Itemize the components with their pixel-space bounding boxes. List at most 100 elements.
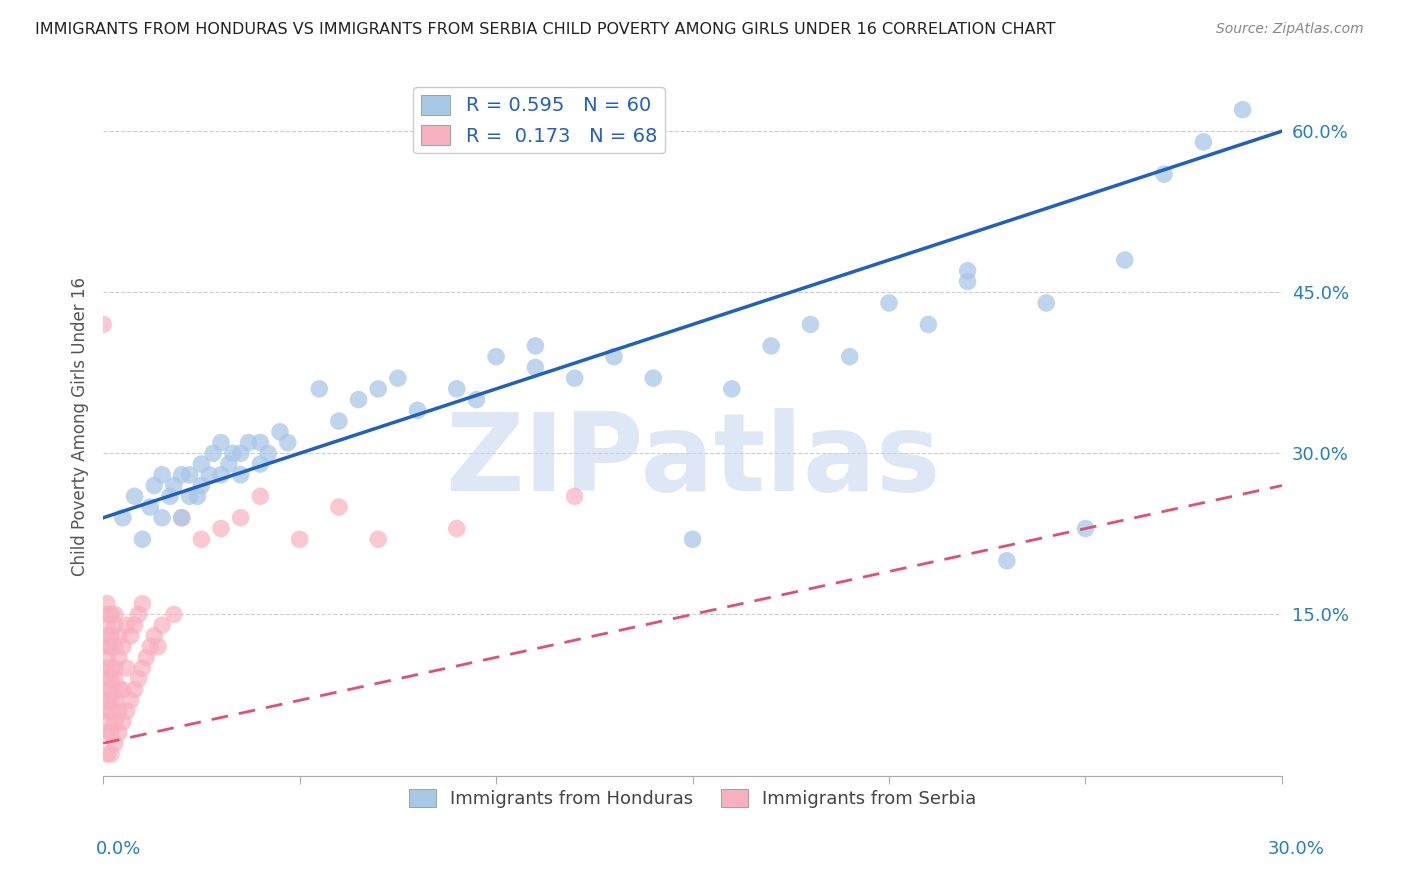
Point <box>104 736 127 750</box>
Point <box>170 467 193 482</box>
Point <box>799 318 821 332</box>
Point <box>100 672 122 686</box>
Point <box>446 382 468 396</box>
Point <box>202 446 225 460</box>
Point <box>229 467 252 482</box>
Point <box>124 682 146 697</box>
Point <box>96 640 118 654</box>
Point <box>367 533 389 547</box>
Point <box>111 510 134 524</box>
Point <box>229 446 252 460</box>
Point <box>100 682 122 697</box>
Point <box>124 618 146 632</box>
Point <box>143 629 166 643</box>
Point <box>96 618 118 632</box>
Point <box>190 533 212 547</box>
Point <box>104 607 127 622</box>
Point <box>100 693 122 707</box>
Point <box>222 446 245 460</box>
Point <box>104 714 127 729</box>
Point <box>186 489 208 503</box>
Point <box>111 714 134 729</box>
Point <box>190 457 212 471</box>
Text: 0.0%: 0.0% <box>96 840 141 858</box>
Point <box>288 533 311 547</box>
Point <box>108 704 131 718</box>
Point <box>190 478 212 492</box>
Point <box>238 435 260 450</box>
Point <box>603 350 626 364</box>
Point <box>96 672 118 686</box>
Point <box>115 618 138 632</box>
Point <box>104 661 127 675</box>
Point <box>120 629 142 643</box>
Point <box>96 704 118 718</box>
Point <box>269 425 291 439</box>
Point <box>150 467 173 482</box>
Point <box>108 725 131 739</box>
Point <box>1035 296 1057 310</box>
Point <box>170 510 193 524</box>
Point <box>139 640 162 654</box>
Point <box>249 457 271 471</box>
Text: Source: ZipAtlas.com: Source: ZipAtlas.com <box>1216 22 1364 37</box>
Point <box>128 607 150 622</box>
Point <box>96 661 118 675</box>
Point <box>104 618 127 632</box>
Point <box>257 446 280 460</box>
Point <box>465 392 488 407</box>
Point <box>209 435 232 450</box>
Point <box>135 650 157 665</box>
Point <box>96 725 118 739</box>
Point <box>347 392 370 407</box>
Point <box>115 661 138 675</box>
Point <box>249 489 271 503</box>
Point <box>128 672 150 686</box>
Text: ZIPatlas: ZIPatlas <box>444 409 941 515</box>
Point <box>277 435 299 450</box>
Point <box>387 371 409 385</box>
Point <box>150 510 173 524</box>
Point <box>96 682 118 697</box>
Point <box>100 640 122 654</box>
Point <box>877 296 900 310</box>
Point <box>100 747 122 761</box>
Point <box>524 360 547 375</box>
Point <box>104 672 127 686</box>
Point <box>108 682 131 697</box>
Point <box>564 489 586 503</box>
Point <box>91 318 114 332</box>
Point <box>131 533 153 547</box>
Point <box>100 661 122 675</box>
Point <box>96 629 118 643</box>
Point <box>995 554 1018 568</box>
Point <box>838 350 860 364</box>
Point <box>446 521 468 535</box>
Point <box>96 607 118 622</box>
Point <box>1192 135 1215 149</box>
Point <box>163 607 186 622</box>
Legend: Immigrants from Honduras, Immigrants from Serbia: Immigrants from Honduras, Immigrants fro… <box>402 781 984 815</box>
Point <box>249 435 271 450</box>
Point <box>209 521 232 535</box>
Point <box>104 640 127 654</box>
Point <box>100 704 122 718</box>
Point <box>485 350 508 364</box>
Point <box>1114 252 1136 267</box>
Point <box>163 478 186 492</box>
Text: IMMIGRANTS FROM HONDURAS VS IMMIGRANTS FROM SERBIA CHILD POVERTY AMONG GIRLS UND: IMMIGRANTS FROM HONDURAS VS IMMIGRANTS F… <box>35 22 1056 37</box>
Point <box>96 650 118 665</box>
Point <box>682 533 704 547</box>
Point <box>111 640 134 654</box>
Point <box>100 629 122 643</box>
Point <box>170 510 193 524</box>
Point <box>96 693 118 707</box>
Point <box>1232 103 1254 117</box>
Point <box>179 467 201 482</box>
Point <box>139 500 162 514</box>
Point <box>218 457 240 471</box>
Point <box>96 747 118 761</box>
Point <box>104 693 127 707</box>
Point <box>143 478 166 492</box>
Point <box>1074 521 1097 535</box>
